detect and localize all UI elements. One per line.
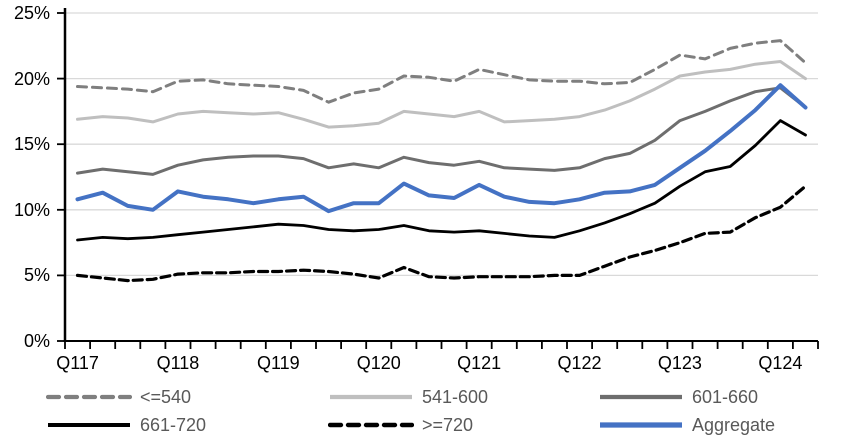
series-line-661720: [76, 119, 807, 242]
y-axis-tick-label: 15%: [13, 134, 50, 155]
legend-label: <=540: [140, 386, 192, 407]
series-line-541600: [76, 60, 807, 129]
x-axis-tick-label: Q117: [56, 353, 99, 373]
y-axis-tick-label: 5%: [23, 265, 50, 286]
x-axis-tick-label: Q120: [356, 353, 401, 373]
legend-row-1: <=540 541-600 601-660: [0, 384, 852, 410]
series-line-540: [76, 39, 807, 104]
legend-label: 541-600: [422, 386, 489, 407]
x-axis-tick-label: Q121: [457, 353, 502, 373]
y-axis-tick-label: 20%: [13, 68, 50, 89]
legend-label: Aggregate: [692, 414, 776, 435]
aggregate-line-sample: [600, 422, 682, 428]
series-line-601660: [76, 86, 807, 176]
y-axis-tick-label: 25%: [13, 3, 50, 23]
601-660-line-sample: [600, 394, 682, 400]
x-axis-tick-label: Q123: [657, 353, 702, 373]
541-600-line-sample: [330, 394, 412, 400]
legend-label: >=720: [422, 414, 474, 435]
x-axis-tick-label: Q118: [156, 353, 200, 373]
gte720-line-sample: [328, 422, 414, 428]
legend-label: 661-720: [140, 414, 207, 435]
legend-item-661-720: 661-720: [46, 412, 206, 438]
legend-item-aggregate: Aggregate: [598, 412, 775, 438]
legend-item-lte540: <=540: [46, 384, 191, 410]
legend-item-601-660: 601-660: [598, 384, 758, 410]
x-axis-tick-label: Q124: [758, 353, 803, 373]
series-line-Aggregate: [75, 83, 808, 214]
x-axis-tick-label: Q119: [256, 353, 300, 373]
661-720-line-sample: [48, 423, 130, 427]
lte540-line-sample: [46, 394, 132, 400]
legend-item-541-600: 541-600: [328, 384, 488, 410]
y-axis-tick-label: 0%: [23, 331, 50, 351]
series-line-720: [75, 184, 808, 283]
legend-row-2: 661-720 >=720 Aggregate: [0, 412, 852, 438]
x-axis-tick-label: Q122: [557, 353, 602, 373]
legend-item-gte720: >=720: [328, 412, 473, 438]
y-axis-tick-label: 10%: [13, 199, 50, 220]
legend-label: 601-660: [692, 386, 759, 407]
